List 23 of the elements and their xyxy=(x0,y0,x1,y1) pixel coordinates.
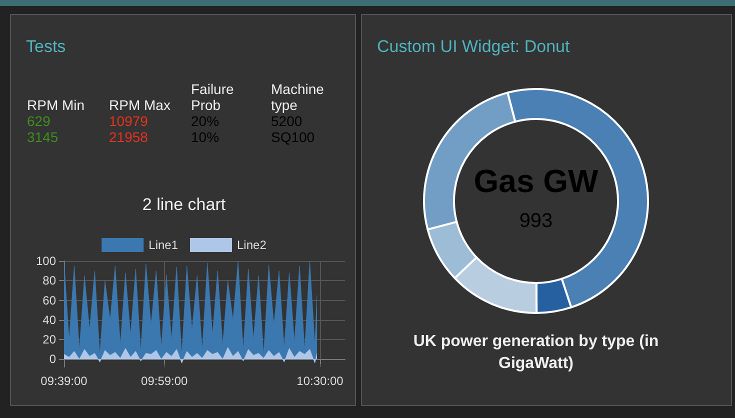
text: Failure Prob xyxy=(191,81,235,113)
text: RPM Min xyxy=(27,96,86,113)
text: 3145 xyxy=(27,129,60,145)
y-tick-label: 100 xyxy=(36,254,56,268)
y-tick-label: 60 xyxy=(42,293,56,308)
x-tick-label: 10:30:00 xyxy=(296,374,344,388)
text: 10979 xyxy=(109,113,149,129)
y-tick-label: 20 xyxy=(42,332,56,347)
chart-title: Custom UI Widget: Donut xyxy=(377,37,570,57)
y-tick-label: 80 xyxy=(42,274,56,288)
legend-label: Line2 xyxy=(237,238,267,252)
chart-title: 2 line chart xyxy=(142,195,226,214)
text: 629 xyxy=(27,113,52,129)
legend-label: Line1 xyxy=(148,238,178,252)
y-tick-label: 0 xyxy=(49,352,56,366)
text: RPM Max xyxy=(109,96,172,113)
x-tick-label: 09:39:00 xyxy=(40,374,88,388)
text: UK power generation by type (in GigaWatt) xyxy=(412,332,660,374)
x-tick-label: 09:59:00 xyxy=(141,374,188,388)
y-tick-label: 40 xyxy=(42,312,56,327)
text: 21958 xyxy=(109,129,149,145)
text: Machine type xyxy=(271,81,325,113)
text: Tests xyxy=(26,37,66,57)
